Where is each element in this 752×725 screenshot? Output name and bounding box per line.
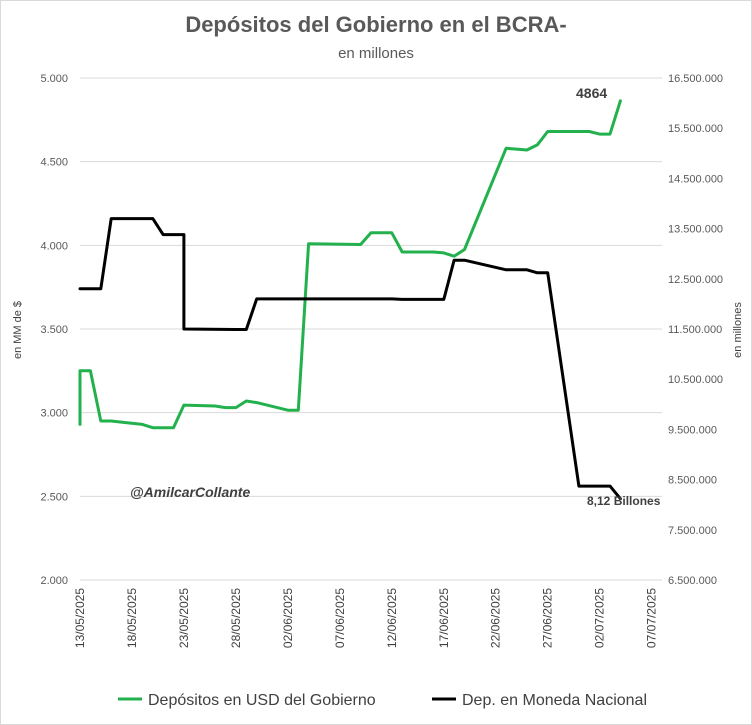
y-right-tick-label: 8.500.000 bbox=[668, 475, 717, 487]
chart-title: Depósitos del Gobierno en el BCRA- bbox=[185, 12, 566, 37]
x-tick-label: 28/05/2025 bbox=[229, 588, 243, 648]
legend: Depósitos en USD del Gobierno Dep. en Mon… bbox=[118, 692, 647, 709]
y-left-tick-label: 2.500 bbox=[40, 491, 68, 503]
y-right-tick-label: 16.500.000 bbox=[668, 73, 723, 85]
x-tick-label: 12/06/2025 bbox=[385, 588, 399, 648]
series-lines bbox=[78, 99, 622, 501]
legend-label: Dep. en Moneda Nacional bbox=[462, 692, 647, 709]
y-left-tick-label: 3.500 bbox=[40, 324, 68, 336]
x-tick-label: 07/06/2025 bbox=[333, 588, 347, 648]
x-tick-label: 17/06/2025 bbox=[437, 588, 451, 648]
y-left-tick-label: 5.000 bbox=[40, 73, 68, 85]
series-line-usd-gobierno bbox=[78, 99, 622, 430]
y-right-tick-label: 15.500.000 bbox=[668, 123, 723, 135]
x-tick-label: 02/06/2025 bbox=[281, 588, 295, 648]
peak-value-label: 4864 bbox=[576, 85, 607, 101]
y-right-tick-label: 12.500.000 bbox=[668, 274, 723, 286]
y-right-tick-label: 14.500.000 bbox=[668, 173, 723, 185]
series-line-moneda-nacional bbox=[78, 217, 622, 501]
x-tick-label: 02/07/2025 bbox=[593, 588, 607, 648]
y-axis-left-ticks: 5.000 4.500 4.000 3.500 3.000 2.500 2.000 bbox=[40, 73, 68, 587]
author-watermark: @AmilcarCollante bbox=[130, 484, 250, 500]
y-left-tick-label: 2.000 bbox=[40, 575, 68, 587]
gridlines bbox=[80, 77, 662, 581]
y-left-tick-label: 3.000 bbox=[40, 408, 68, 420]
y-axis-left-title: en MM de $ bbox=[12, 301, 24, 359]
x-tick-label: 22/06/2025 bbox=[489, 588, 503, 648]
y-axis-right-title: en millones bbox=[732, 302, 744, 358]
y-left-tick-label: 4.500 bbox=[40, 157, 68, 169]
y-right-tick-label: 7.500.000 bbox=[668, 525, 717, 537]
y-right-tick-label: 9.500.000 bbox=[668, 424, 717, 436]
end-value-label: 8,12 Billones bbox=[587, 494, 661, 508]
y-right-tick-label: 11.500.000 bbox=[668, 324, 722, 336]
y-right-tick-label: 6.500.000 bbox=[668, 575, 717, 587]
chart-subtitle: en millones bbox=[338, 45, 414, 62]
legend-label: Depósitos en USD del Gobierno bbox=[148, 692, 376, 709]
x-axis-ticks: 13/05/2025 18/05/2025 23/05/2025 28/05/2025… bbox=[73, 588, 659, 648]
x-tick-label: 13/05/2025 bbox=[73, 588, 87, 648]
y-right-tick-label: 13.500.000 bbox=[668, 224, 723, 236]
y-right-tick-label: 10.500.000 bbox=[668, 374, 723, 386]
y-left-tick-label: 4.000 bbox=[40, 240, 68, 252]
x-tick-label: 23/05/2025 bbox=[177, 588, 191, 648]
x-tick-label: 18/05/2025 bbox=[125, 588, 139, 648]
x-tick-label: 07/07/2025 bbox=[645, 588, 659, 648]
x-tick-label: 27/06/2025 bbox=[541, 588, 555, 648]
y-axis-right-ticks: 16.500.000 15.500.000 14.500.000 13.500.000… bbox=[668, 73, 723, 587]
